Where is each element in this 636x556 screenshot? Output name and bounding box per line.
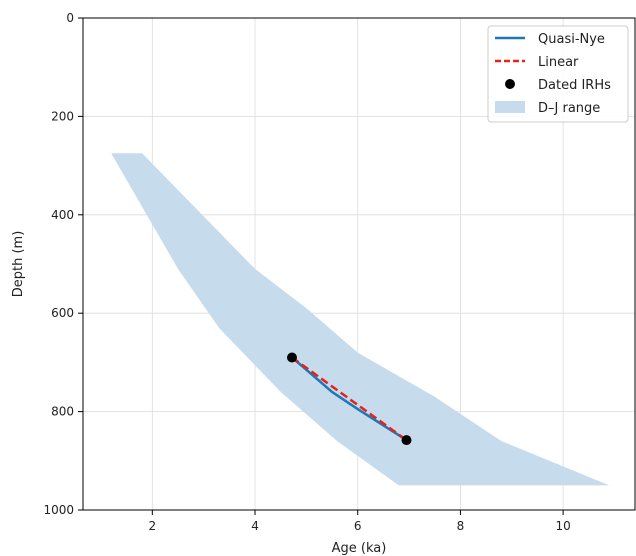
dj-range-polygon (111, 153, 610, 486)
y-tick-label: 1000 (43, 503, 74, 517)
legend-box (487, 25, 629, 123)
x-tick-label: 2 (149, 519, 157, 533)
legend-label: D–J range (538, 101, 600, 116)
x-axis-label: Age (ka) (332, 541, 387, 556)
y-tick-label: 200 (51, 109, 74, 123)
dated-irh-point (286, 352, 297, 363)
legend: Quasi-Nye Linear Dated IRHs D–J range (487, 25, 629, 123)
x-tick-label: 6 (354, 519, 362, 533)
legend-swatch-dj-range (495, 101, 525, 113)
legend-label: Linear (538, 55, 579, 70)
y-tick-label: 800 (51, 405, 74, 419)
x-tick-label: 4 (251, 519, 259, 533)
dated-irh-markers (286, 352, 412, 446)
legend-label: Dated IRHs (538, 78, 611, 93)
dj-range-band (111, 153, 610, 486)
plot-frame (82, 17, 636, 511)
y-axis-label: Depth (m) (11, 231, 26, 298)
y-tick-label: 600 (51, 306, 74, 320)
y-tick-label: 0 (66, 11, 74, 25)
series-lines (291, 356, 408, 442)
quasi-nye-line (291, 356, 408, 442)
legend-swatch-dated-irhs (505, 79, 515, 89)
y-tick-label: 400 (51, 208, 74, 222)
x-tick-label: 8 (457, 519, 465, 533)
dated-irh-point (401, 435, 412, 446)
legend-label: Quasi-Nye (538, 32, 605, 47)
axis-ticks: 2 4 6 8 10 0 200 400 600 800 1000 (43, 11, 570, 533)
x-tick-label: 10 (555, 519, 570, 533)
